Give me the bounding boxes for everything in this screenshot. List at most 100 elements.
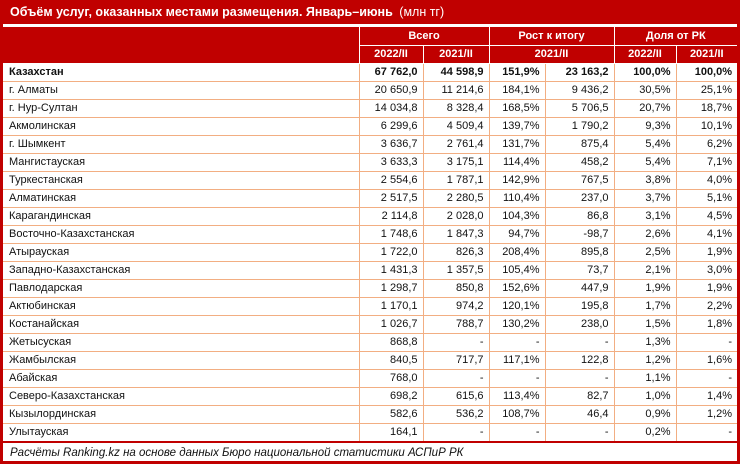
group-header-growth: Рост к итогу <box>488 27 615 46</box>
value-cell: 5 706,5 <box>544 98 615 118</box>
value-cell: 2 114,8 <box>358 206 424 226</box>
region-cell: Атырауская <box>3 242 360 262</box>
value-cell: 0,2% <box>613 422 677 441</box>
value-cell: 850,8 <box>422 278 490 298</box>
value-cell: 895,8 <box>544 242 615 262</box>
value-cell: 875,4 <box>544 134 615 154</box>
table-row: Улытауская 164,1- - -0,2% - <box>3 422 737 441</box>
value-cell: 1 170,1 <box>358 296 424 316</box>
value-cell: 6 299,6 <box>358 116 424 136</box>
value-cell: 20 650,9 <box>358 80 424 100</box>
value-cell: 1,1% <box>613 368 677 388</box>
value-cell: 1,5% <box>613 314 677 334</box>
value-cell: 447,9 <box>544 278 615 298</box>
value-cell: 767,5 <box>544 170 615 190</box>
value-cell: 4,0% <box>675 170 737 190</box>
subheader-share-2022: 2022/II <box>613 44 677 64</box>
value-cell: 9,3% <box>613 116 677 136</box>
value-cell: 3 633,3 <box>358 152 424 172</box>
table-row: Жамбылская 840,5 717,7 117,1% 122,8 1,2% 1,6% <box>3 350 737 370</box>
value-cell: 151,9% <box>488 63 546 82</box>
region-cell: Восточно-Казахстанская <box>3 224 360 244</box>
value-cell: 14 034,8 <box>358 98 424 118</box>
value-cell: - <box>422 422 490 441</box>
value-cell: 44 598,9 <box>422 63 490 82</box>
value-cell: 2 517,5 <box>358 188 424 208</box>
value-cell: 698,2 <box>358 386 424 406</box>
value-cell: 1 026,7 <box>358 314 424 334</box>
value-cell: 237,0 <box>544 188 615 208</box>
value-cell: 2,1% <box>613 260 677 280</box>
region-cell: Жамбылская <box>3 350 360 370</box>
value-cell: 82,7 <box>544 386 615 406</box>
value-cell: 5,4% <box>613 152 677 172</box>
value-cell: 4 509,4 <box>422 116 490 136</box>
source-note: Расчёты Ranking.kz на основе данных Бюро… <box>3 441 737 461</box>
value-cell: 717,7 <box>422 350 490 370</box>
value-cell: 1 431,3 <box>358 260 424 280</box>
value-cell: 826,3 <box>422 242 490 262</box>
value-cell: - <box>675 368 737 388</box>
value-cell: 108,7% <box>488 404 546 424</box>
region-cell: Улытауская <box>3 422 360 441</box>
group-header-share: Доля от РК <box>613 27 737 46</box>
table-row: г. Шымкент 3 636,7 2 761,4 131,7% 875,4 5,4% 6… <box>3 134 737 154</box>
subheader-share-2021: 2021/II <box>675 44 737 64</box>
value-cell: 122,8 <box>544 350 615 370</box>
value-cell: 1,9% <box>675 242 737 262</box>
region-cell: Кызылординская <box>3 404 360 424</box>
value-cell: 458,2 <box>544 152 615 172</box>
value-cell: 2,6% <box>613 224 677 244</box>
value-cell: - <box>488 368 546 388</box>
table-header: Всего Рост к итогу Доля от РК 2022/II 20… <box>3 27 737 64</box>
value-cell: 1,9% <box>613 278 677 298</box>
value-cell: 1 357,5 <box>422 260 490 280</box>
value-cell: 1,8% <box>675 314 737 334</box>
value-cell: 25,1% <box>675 80 737 100</box>
value-cell: 1 748,6 <box>358 224 424 244</box>
value-cell: 104,3% <box>488 206 546 226</box>
value-cell: - <box>544 332 615 352</box>
title-separator <box>3 24 737 27</box>
value-cell: 184,1% <box>488 80 546 100</box>
value-cell: 1,0% <box>613 386 677 406</box>
value-cell: 1,3% <box>613 332 677 352</box>
value-cell: 8 328,4 <box>422 98 490 118</box>
table-body: Казахстан 67 762,0 44 598,9 151,9% 23 163,2 1… <box>3 63 737 441</box>
table-row: г. Нур-Султан 14 034,8 8 328,4 168,5% 5 706,… <box>3 98 737 118</box>
table-row: Акмолинская 6 299,6 4 509,4 139,7% 1 790,2 9,… <box>3 116 737 136</box>
value-cell: 1 790,2 <box>544 116 615 136</box>
value-cell: 208,4% <box>488 242 546 262</box>
data-table: Всего Рост к итогу Доля от РК 2022/II 20… <box>3 27 737 441</box>
region-cell: Костанайская <box>3 314 360 334</box>
region-cell: Западно-Казахстанская <box>3 260 360 280</box>
region-cell: Казахстан <box>3 63 360 82</box>
value-cell: 1 787,1 <box>422 170 490 190</box>
value-cell: 117,1% <box>488 350 546 370</box>
subheader-total-2022: 2022/II <box>359 44 424 64</box>
value-cell: 3 175,1 <box>422 152 490 172</box>
value-cell: 114,4% <box>488 152 546 172</box>
value-cell: 238,0 <box>544 314 615 334</box>
group-header-row: Всего Рост к итогу Доля от РК <box>3 27 737 64</box>
region-cell: Актюбинская <box>3 296 360 316</box>
table-row: Казахстан 67 762,0 44 598,9 151,9% 23 163,2 1… <box>3 63 737 82</box>
page-title: Объём услуг, оказанных местами размещени… <box>10 5 393 19</box>
region-cell: г. Нур-Султан <box>3 98 360 118</box>
group-header-total: Всего <box>358 27 490 46</box>
value-cell: 11 214,6 <box>422 80 490 100</box>
value-cell: 868,8 <box>358 332 424 352</box>
sub-header-row: 2022/II 2021/II 2021/II 2022/II 2021/II <box>3 44 737 64</box>
table-row: Костанайская 1 026,7 788,7 130,2% 238,0 1,5% 1… <box>3 314 737 334</box>
value-cell: - <box>544 422 615 441</box>
table-row: Мангистауская 3 633,3 3 175,1 114,4% 458,2 5,… <box>3 152 737 172</box>
value-cell: 1,9% <box>675 278 737 298</box>
value-cell: 67 762,0 <box>358 63 424 82</box>
value-cell: 1,2% <box>675 404 737 424</box>
value-cell: 120,1% <box>488 296 546 316</box>
value-cell: 7,1% <box>675 152 737 172</box>
value-cell: 1,7% <box>613 296 677 316</box>
value-cell: 2 280,5 <box>422 188 490 208</box>
value-cell: 768,0 <box>358 368 424 388</box>
table-row: Жетысуская 868,8- - -1,3% - <box>3 332 737 352</box>
